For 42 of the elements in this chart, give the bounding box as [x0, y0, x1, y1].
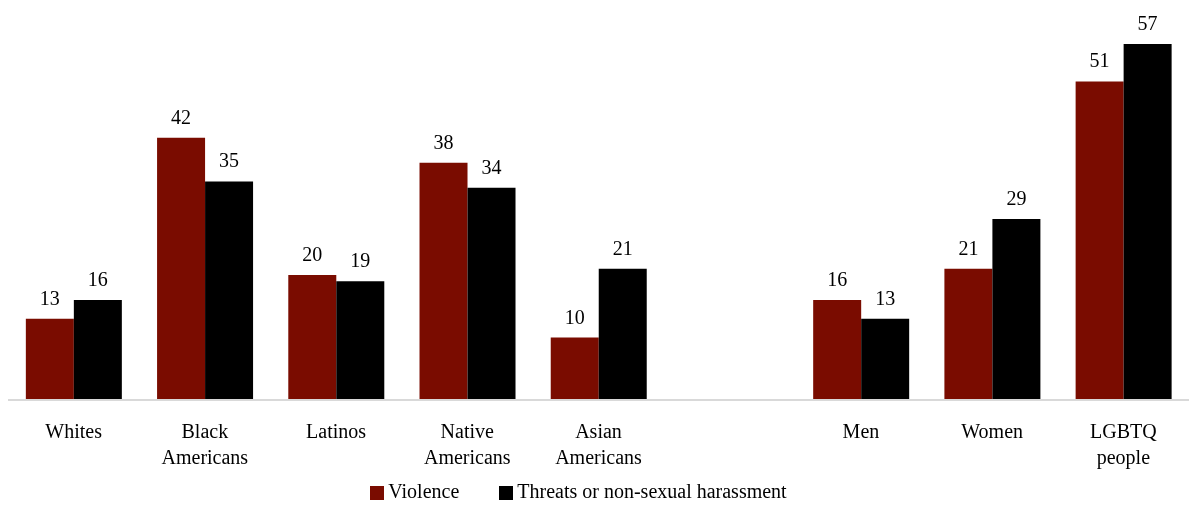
- data-label: 29: [1006, 186, 1027, 209]
- bar: [813, 300, 862, 400]
- x-tick-label: Latinos: [306, 420, 367, 442]
- x-tick-label: LGBTQ people: [1090, 420, 1158, 469]
- legend-label: Violence: [388, 480, 460, 502]
- data-label: 16: [827, 268, 848, 291]
- bar: [1075, 81, 1124, 400]
- bar: [205, 181, 254, 400]
- bar: [419, 162, 468, 400]
- bar: [598, 268, 647, 400]
- bar: [1123, 44, 1172, 400]
- legend-label: Threats or non-sexual harassment: [517, 480, 787, 502]
- data-label: 10: [564, 305, 585, 328]
- bar: [467, 187, 516, 400]
- bar: [944, 268, 993, 400]
- data-label: 34: [481, 155, 502, 178]
- bar: [73, 300, 122, 400]
- data-label: 20: [302, 243, 323, 266]
- bar: [157, 137, 206, 400]
- data-label: 19: [350, 249, 371, 272]
- x-tick-label: Men: [842, 420, 880, 442]
- data-label: 13: [39, 286, 60, 309]
- data-label: 13: [875, 286, 896, 309]
- x-tick-label: Women: [961, 420, 1024, 442]
- bar: [992, 218, 1041, 400]
- bar: [550, 337, 599, 400]
- data-label: 35: [219, 149, 240, 172]
- x-tick-label: Asian Americans: [555, 420, 643, 468]
- bar: [861, 318, 910, 400]
- data-label: 57: [1137, 12, 1158, 34]
- data-label: 21: [612, 236, 633, 259]
- data-label: 51: [1089, 49, 1110, 72]
- x-tick-label: Whites: [45, 420, 103, 442]
- data-label: 42: [171, 105, 192, 128]
- x-tick-label: Native Americans: [423, 420, 511, 468]
- data-label: 16: [87, 268, 108, 291]
- x-tick-label: Black Americans: [161, 420, 249, 468]
- bar: [25, 318, 74, 400]
- data-label: 21: [958, 236, 979, 259]
- bar: [336, 281, 385, 400]
- data-label: 38: [433, 130, 454, 153]
- bar: [288, 275, 337, 400]
